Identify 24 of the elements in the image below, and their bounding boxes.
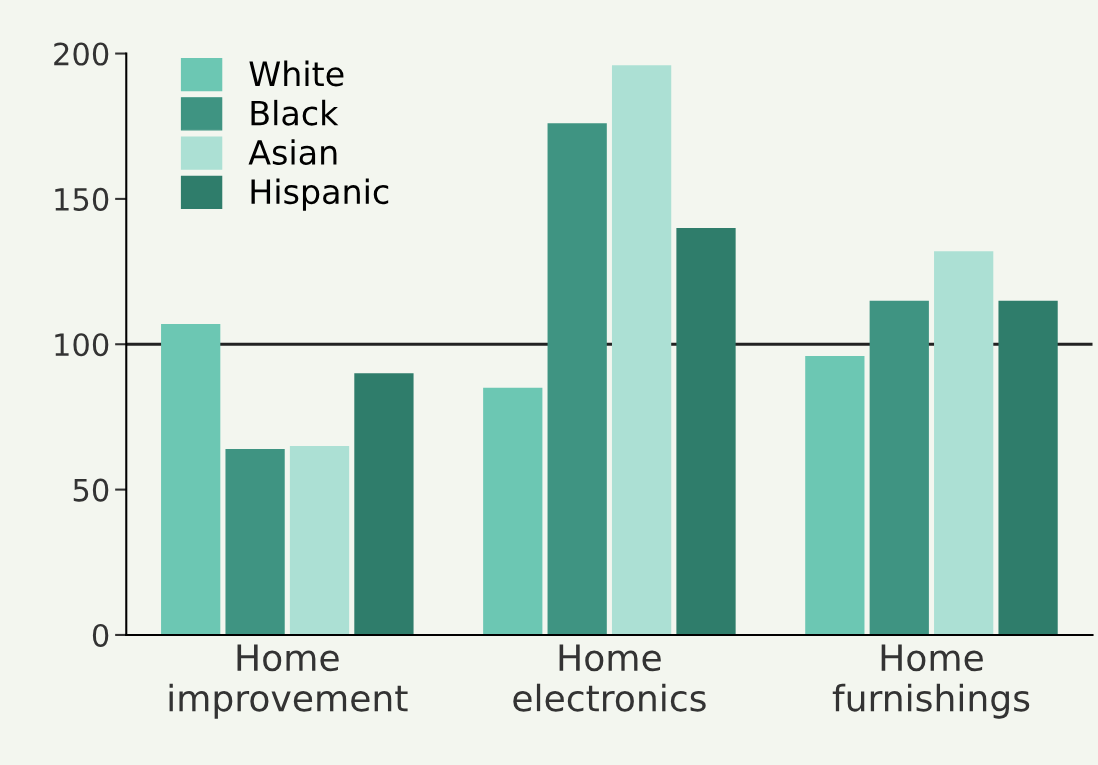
bar (998, 300, 1058, 635)
legend-label: Asian (248, 139, 337, 165)
bar (354, 373, 414, 635)
bar (161, 323, 221, 635)
x-tick-label: Home improvement (169, 644, 408, 719)
bar (611, 65, 672, 635)
legend-label: Black (251, 99, 339, 126)
bar (869, 300, 929, 635)
bar (547, 123, 607, 635)
bar (934, 251, 994, 635)
y-tick-label: 100 (55, 333, 109, 357)
legend-label: White (249, 60, 344, 87)
legend-label: Hispanic (251, 178, 389, 211)
bar (676, 227, 736, 635)
bar (483, 387, 543, 635)
y-tick-label: 50 (73, 478, 109, 502)
y-tick-label: 150 (55, 187, 109, 211)
bar (225, 448, 285, 635)
y-tick-label: 200 (54, 42, 109, 66)
x-tick-label: Home electronics (513, 644, 706, 712)
bar (289, 446, 350, 635)
x-tick-label: Home furnishings (832, 644, 1030, 719)
bar (805, 355, 865, 635)
y-tick-label: 0 (92, 623, 109, 647)
